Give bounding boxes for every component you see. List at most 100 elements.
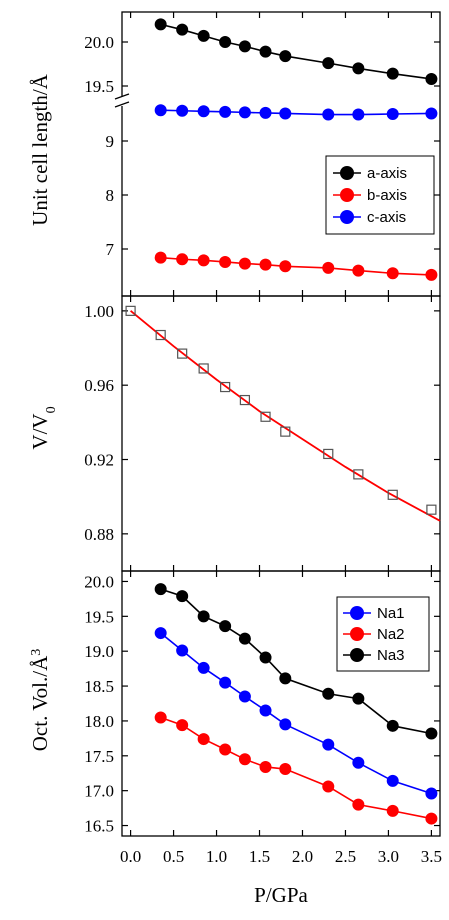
series-Na1-point — [197, 661, 210, 674]
series-c-axis-point — [425, 107, 438, 120]
legend-marker — [340, 188, 354, 202]
series-c-axis-point — [352, 108, 365, 121]
series-b-axis-point — [176, 253, 189, 266]
series-c-axis-point — [197, 105, 210, 118]
series-c-axis-point — [176, 104, 189, 117]
x-axis-title: P/GPa — [254, 883, 308, 907]
series-c-axis-point — [386, 108, 399, 120]
series-Na3-point — [259, 651, 272, 664]
series-Na2-point — [352, 798, 365, 811]
volume-ratio-point — [387, 489, 398, 500]
series-b-axis-point — [352, 264, 365, 277]
series-Na1-point — [176, 644, 189, 657]
series-Na3-point — [154, 583, 167, 596]
y-tick-label: 8 — [106, 186, 115, 205]
series-c-axis-point — [219, 105, 232, 118]
series-Na3-point — [322, 687, 335, 700]
series-Na1-point — [322, 738, 335, 751]
series-Na3-point — [176, 590, 189, 603]
series-a-axis-point — [322, 57, 335, 70]
y-tick-label: 9 — [106, 132, 115, 151]
series-c-axis-point — [238, 106, 251, 119]
volume-ratio-point — [155, 329, 166, 341]
series-Na2-point — [259, 760, 272, 773]
volume-ratio-point — [177, 348, 188, 359]
series-a-axis-point — [219, 36, 232, 48]
y-axis-title-volume-ratio-main: V/V — [28, 413, 52, 449]
series-Na3-point — [197, 610, 210, 623]
series-Na1-point — [238, 690, 251, 703]
series-a-axis-point — [279, 50, 292, 63]
volume-ratio-point — [239, 394, 251, 406]
volume-ratio-point — [220, 381, 231, 393]
x-tick-label: 3.5 — [421, 847, 442, 866]
panel-3-frame — [121, 570, 441, 837]
y-tick-label: 0.92 — [84, 451, 114, 470]
series-a-axis-point — [197, 29, 210, 42]
series-c-axis-point — [279, 107, 292, 120]
legend-label: b-axis — [367, 187, 407, 204]
legend-marker — [340, 210, 354, 224]
series-c-axis-point — [154, 104, 167, 117]
series-b-axis-point — [197, 254, 210, 267]
series-b-axis-point — [238, 257, 251, 270]
series-Na2-point — [219, 743, 232, 756]
series-b-axis-point — [259, 258, 272, 271]
series-Na1-point — [279, 718, 292, 731]
volume-ratio-point — [260, 411, 271, 422]
series-Na2-point — [238, 753, 251, 766]
series-a-axis-point — [352, 62, 365, 75]
volume-ratio-point — [280, 426, 291, 437]
y-tick-label: 20.0 — [84, 33, 114, 52]
series-Na3-point — [219, 620, 232, 633]
series-Na2-point — [197, 733, 210, 746]
series-Na2-point — [386, 804, 399, 817]
series-a-axis-point — [386, 67, 399, 80]
y-tick-label: 19.0 — [84, 642, 114, 661]
legend-label: c-axis — [367, 209, 406, 226]
fit-curve — [130, 310, 441, 522]
legend-panel-1: a-axis b-axis c-axis — [325, 155, 435, 235]
series-Na1-point — [386, 774, 399, 787]
axis-break-mark — [114, 93, 130, 108]
series-c-axis-point — [322, 108, 335, 121]
y-tick-label: 1.00 — [84, 302, 114, 321]
series-Na3-point — [238, 632, 251, 645]
x-tick-label: 0.5 — [163, 847, 184, 866]
y-tick-label: 0.96 — [84, 376, 114, 395]
x-tick-label: 3.0 — [378, 847, 399, 866]
series-c-axis-point — [259, 106, 272, 119]
series-Na3-point — [425, 727, 438, 740]
legend-marker — [350, 648, 364, 662]
series-b-axis-point — [279, 260, 292, 273]
series-Na2-point — [154, 711, 167, 724]
x-tick-label: 2.5 — [335, 847, 356, 866]
volume-ratio-point — [323, 448, 334, 460]
y-axis-title-oct-volume-superscript: 3 — [29, 649, 44, 656]
y-tick-label: 7 — [106, 240, 115, 259]
x-tick-label: 2.0 — [292, 847, 313, 866]
series-Na2-point — [425, 812, 438, 825]
legend-label: a-axis — [367, 165, 407, 182]
y-axis-title-oct-volume-main: Oct. Vol./Å — [28, 655, 52, 751]
legend-marker — [340, 166, 354, 180]
y-axis-title-unit-cell: Unit cell length/Å — [28, 73, 52, 225]
y-tick-label: 0.88 — [84, 525, 114, 544]
y-tick-label: 20.0 — [84, 572, 114, 591]
legend-marker — [350, 606, 364, 620]
series-b-axis-point — [154, 251, 167, 264]
series-Na1-point — [425, 787, 438, 800]
y-axis-title-volume-ratio: V/V0 — [28, 406, 59, 449]
series-a-axis-point — [259, 45, 272, 58]
series-Na3-point — [352, 692, 365, 705]
series-b-axis-point — [322, 261, 335, 274]
volume-ratio-point — [353, 469, 364, 480]
series-Na1-point — [352, 756, 365, 769]
y-axis-title-oct-volume: Oct. Vol./Å3 — [28, 649, 52, 751]
x-tick-label: 1.0 — [206, 847, 227, 866]
series-Na2-line — [160, 716, 432, 820]
y-tick-label: 17.0 — [84, 782, 114, 801]
y-tick-label: 19.5 — [84, 77, 114, 96]
series-Na2-point — [322, 780, 335, 793]
